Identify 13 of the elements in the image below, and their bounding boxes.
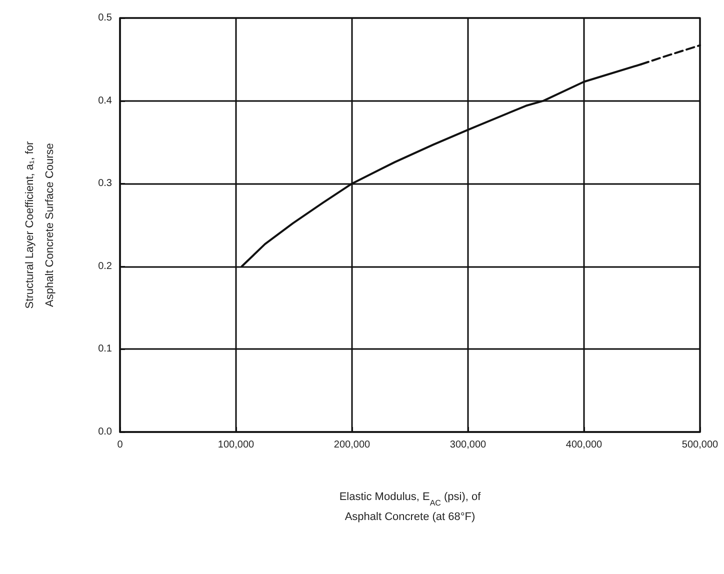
x-tick-label: 100,000	[218, 440, 255, 450]
y-tick-label: 0.2	[98, 260, 112, 272]
y-tick-label: 0.1	[98, 344, 112, 355]
x-tick-label: 200,000	[334, 440, 371, 450]
y-axis-title: Structural Layer Coefficient, a₁, for Asphalt Concrete Surface Course	[24, 140, 56, 309]
x-tick-label: 300,000	[450, 440, 487, 450]
x-tick-label: 0	[117, 440, 124, 450]
y-tick-label: 0.5	[98, 12, 112, 24]
y-tick-label: 0.4	[98, 95, 112, 106]
x-tick-label: 500,000	[682, 440, 719, 450]
x-tick-label: 400,000	[566, 440, 603, 450]
y-tick-label: 0.3	[98, 178, 112, 190]
y-tick-label: 0.0	[98, 426, 112, 438]
